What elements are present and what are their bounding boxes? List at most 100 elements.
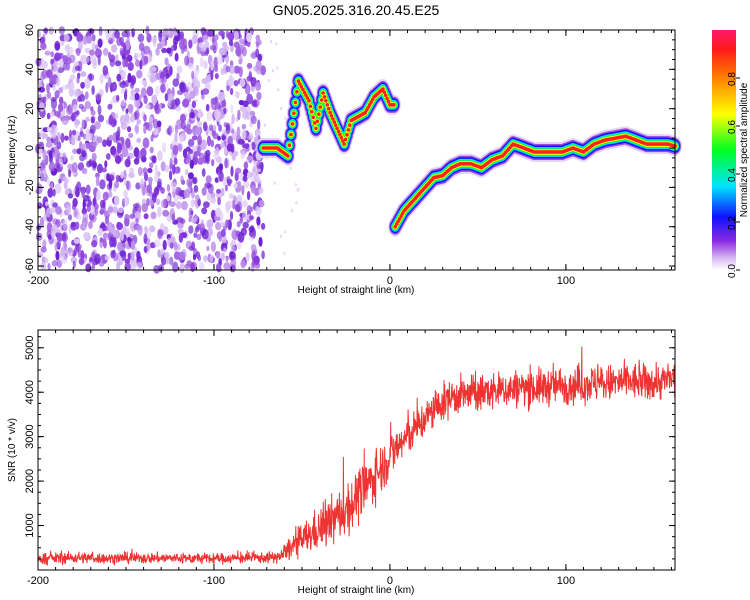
noise-blob: [256, 178, 263, 184]
noise-blob: [94, 121, 101, 130]
noise-blob: [70, 155, 74, 161]
noise-blob: [48, 161, 56, 172]
noise-blob: [190, 199, 195, 208]
noise-blob: [80, 54, 87, 65]
noise-blob: [239, 78, 246, 87]
noise-blob: [66, 105, 73, 115]
noise-speck: [284, 116, 287, 120]
noise-blob: [257, 119, 261, 130]
noise-blob: [120, 230, 124, 241]
noise-blob: [46, 127, 53, 133]
noise-blob: [219, 222, 227, 228]
noise-blob: [173, 241, 178, 251]
noise-blob: [62, 175, 67, 182]
noise-blob: [38, 146, 43, 155]
snr-series-line: [37, 346, 676, 566]
noise-blob: [228, 39, 234, 47]
noise-blob: [44, 257, 49, 264]
noise-blob: [47, 188, 54, 198]
noise-blob: [88, 141, 94, 147]
noise-blob: [174, 52, 179, 62]
noise-speck: [296, 188, 299, 192]
noise-blob: [246, 62, 253, 69]
y-tick-label: -60: [24, 258, 36, 274]
noise-blob: [85, 184, 91, 195]
noise-blob: [58, 103, 64, 113]
noise-blob: [180, 113, 186, 123]
noise-blob: [218, 163, 224, 171]
noise-blob: [67, 193, 74, 199]
spectrogram-signal-track: [256, 71, 682, 237]
noise-blob: [84, 100, 91, 110]
signal-blob: [383, 93, 388, 98]
noise-blob: [169, 256, 174, 266]
noise-blob: [80, 71, 87, 77]
noise-blob: [94, 253, 101, 264]
noise-blob: [130, 240, 136, 251]
noise-blob: [102, 47, 109, 56]
noise-blob: [82, 35, 89, 45]
noise-blob: [55, 42, 61, 51]
noise-blob: [84, 47, 91, 54]
noise-blob: [180, 120, 186, 130]
noise-blob: [236, 220, 241, 228]
noise-blob: [216, 55, 223, 65]
noise-blob: [160, 223, 165, 231]
noise-blob: [136, 250, 141, 260]
noise-blob: [138, 150, 143, 160]
noise-blob: [95, 93, 102, 101]
noise-blob: [81, 188, 85, 199]
noise-blob: [104, 216, 110, 225]
noise-blob: [227, 135, 233, 146]
noise-blob: [241, 129, 247, 140]
noise-blob: [184, 263, 191, 270]
noise-blob: [74, 89, 82, 97]
noise-blob: [253, 136, 259, 144]
noise-blob: [124, 158, 131, 168]
noise-blob: [243, 180, 250, 189]
noise-blob: [173, 35, 180, 41]
noise-blob: [129, 167, 135, 175]
noise-blob: [157, 249, 161, 258]
noise-blob: [69, 82, 75, 90]
noise-blob: [124, 258, 131, 264]
noise-blob: [176, 65, 183, 74]
noise-blob: [161, 47, 168, 54]
noise-blob: [225, 65, 231, 73]
noise-blob: [141, 198, 146, 205]
noise-blob: [98, 228, 103, 235]
noise-blob: [143, 233, 148, 244]
colorbar-ticks: 0.0 0.2 0.4 0.6 0.8: [727, 72, 740, 278]
noise-blob: [85, 116, 90, 123]
colorbar-tick-label: 0.8: [727, 72, 738, 86]
noise-blob: [144, 172, 148, 182]
y-tick-label: -20: [24, 179, 36, 195]
noise-blob: [72, 148, 77, 155]
noise-blob: [138, 166, 143, 176]
noise-blob: [202, 34, 209, 43]
noise-blob: [129, 95, 135, 101]
noise-blob: [255, 41, 260, 49]
noise-blob: [181, 200, 188, 211]
noise-blob: [150, 134, 154, 142]
signal-blob: [305, 96, 310, 100]
signal-blob: [314, 126, 318, 131]
noise-blob: [200, 139, 207, 151]
figure-title: GN05.2025.316.20.45.E25: [273, 2, 440, 18]
noise-blob: [224, 184, 228, 192]
noise-blob: [180, 218, 186, 224]
noise-blob: [213, 152, 220, 162]
noise-blob: [116, 142, 122, 154]
y-tick-label: 4000: [24, 380, 36, 404]
noise-blob: [91, 160, 97, 171]
noise-blob: [143, 55, 149, 65]
noise-blob: [44, 27, 48, 35]
signal-blob: [317, 112, 321, 116]
noise-blob: [97, 104, 102, 116]
noise-blob: [246, 31, 252, 43]
noise-blob: [58, 58, 64, 69]
noise-blob: [102, 139, 108, 148]
noise-blob: [183, 189, 191, 199]
noise-blob: [51, 260, 58, 267]
noise-blob: [153, 127, 159, 136]
